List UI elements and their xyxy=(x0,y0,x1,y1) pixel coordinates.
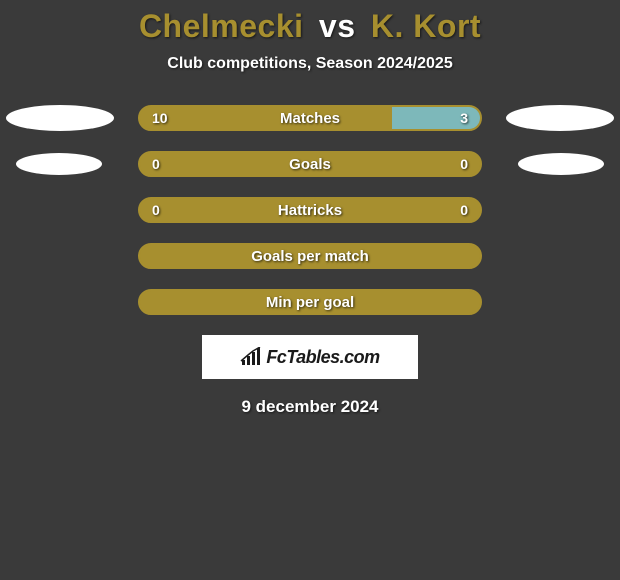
stat-label: Matches xyxy=(140,107,480,129)
left-value: 0 xyxy=(152,153,160,175)
stat-label: Goals xyxy=(140,153,480,175)
stat-bar: Goals per match xyxy=(138,243,482,269)
player1-name: Chelmecki xyxy=(139,8,304,44)
stat-row: Matches10 3 xyxy=(0,105,620,131)
logo-text: FcTables.com xyxy=(266,347,379,368)
right-value: 0 xyxy=(460,199,468,221)
right-value: 3 xyxy=(460,107,468,129)
stat-label: Goals per match xyxy=(140,245,480,267)
stat-label: Min per goal xyxy=(140,291,480,313)
stat-row: Goals per match xyxy=(0,243,620,269)
stat-bar: Goals0 0 xyxy=(138,151,482,177)
stat-label: Hattricks xyxy=(140,199,480,221)
stat-bar: Matches10 3 xyxy=(138,105,482,131)
vs-text: vs xyxy=(319,8,356,44)
player2-name: K. Kort xyxy=(371,8,481,44)
stat-bar: Hattricks0 0 xyxy=(138,197,482,223)
player2-ellipse xyxy=(518,153,604,175)
stat-row: Hattricks0 0 xyxy=(0,197,620,223)
logo-box: FcTables.com xyxy=(202,335,418,379)
stat-row: Goals0 0 xyxy=(0,151,620,177)
date-text: 9 december 2024 xyxy=(0,397,620,417)
player1-ellipse xyxy=(16,153,102,175)
stat-bar: Min per goal xyxy=(138,289,482,315)
left-value: 0 xyxy=(152,199,160,221)
player2-ellipse xyxy=(506,105,614,131)
subtitle: Club competitions, Season 2024/2025 xyxy=(0,55,620,73)
comparison-card: Chelmecki vs K. Kort Club competitions, … xyxy=(0,0,620,417)
stat-rows: Matches103Goals00Hattricks00Goals per ma… xyxy=(0,105,620,315)
title: Chelmecki vs K. Kort xyxy=(0,8,620,45)
chart-icon xyxy=(240,347,264,367)
player1-ellipse xyxy=(6,105,114,131)
stat-row: Min per goal xyxy=(0,289,620,315)
left-value: 10 xyxy=(152,107,168,129)
right-value: 0 xyxy=(460,153,468,175)
